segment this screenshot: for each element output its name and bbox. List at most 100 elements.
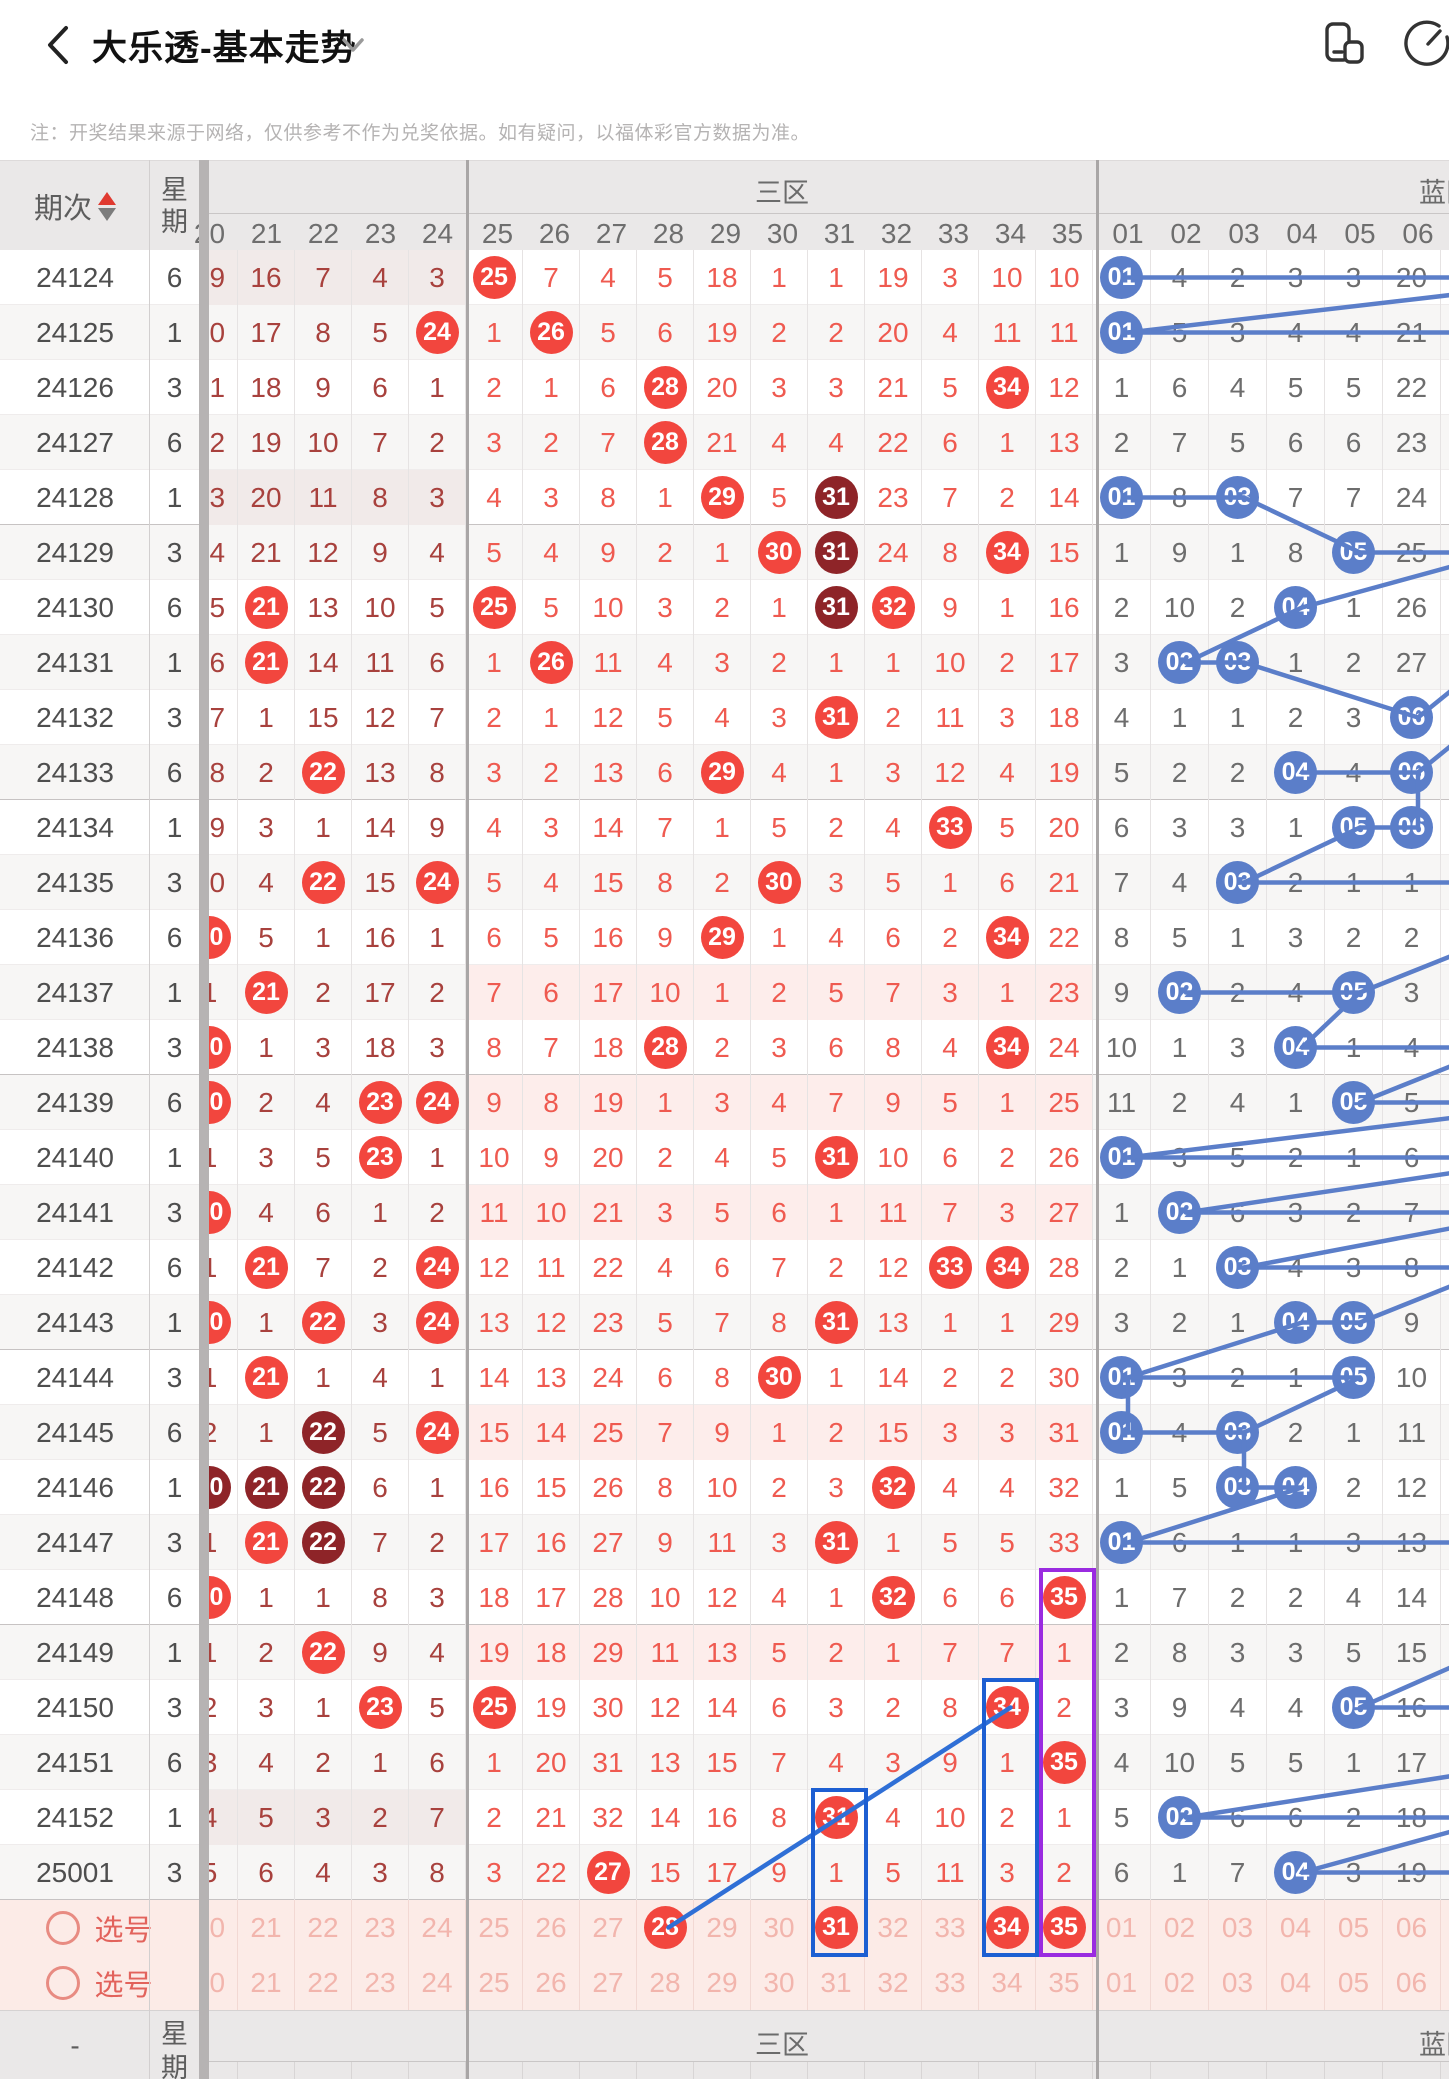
select-number-cell[interactable]: 26 [523, 1955, 580, 2010]
select-number-cell[interactable]: 28 [637, 1900, 694, 1955]
draw-row: 24144 3 1 21 1 4 1 14 13 24 6 8 30 1 14 2 2 30 01 3 2 1 05 10 [0, 1350, 1449, 1405]
select-number-cell[interactable]: 31 [808, 1955, 865, 2010]
zone3-group-label: 三区 [755, 178, 809, 208]
select-number-cell[interactable]: 31 [808, 1900, 865, 1955]
select-number-cell[interactable]: 27 [580, 1955, 637, 2010]
column-header-blue-01: 01 [1112, 218, 1144, 249]
miss-cell: 5 [922, 1515, 979, 1570]
sort-toggle[interactable] [98, 191, 116, 221]
draw-row: 24149 1 1 2 22 9 4 19 18 29 11 13 5 2 1 7 7 1 2 8 3 3 5 15 [0, 1625, 1449, 1680]
column-header-32: 32 [880, 218, 913, 249]
blue-miss-cell: 5 [1267, 1735, 1325, 1790]
week-cell: 1 [166, 316, 183, 348]
select-number-cell[interactable]: 30 [751, 1900, 808, 1955]
front-hit-ball: 25 [472, 586, 516, 629]
select-blue-cell[interactable]: 06 [1383, 1955, 1441, 2010]
week-cell: 1 [166, 481, 183, 513]
select-number-cell[interactable]: 35 [1036, 1955, 1093, 2010]
blue-miss-cell: 1 [1325, 580, 1383, 635]
blue-hit-ball: 04 [1274, 751, 1317, 794]
selected-number-ball[interactable]: 35 [1042, 1906, 1086, 1949]
selected-number-ball[interactable]: 28 [643, 1906, 687, 1949]
select-blue-cell[interactable]: 05 [1325, 1955, 1383, 2010]
miss-cell: 31 [808, 580, 865, 635]
select-number-cell[interactable]: 33 [922, 1900, 979, 1955]
select-number-cell[interactable]: 28 [637, 1955, 694, 2010]
select-number-cell[interactable]: 20 [209, 1900, 238, 1955]
front-hit-ball: 20 [209, 916, 231, 959]
miss-cell: 19 [1036, 745, 1093, 800]
select-number-cell[interactable]: 20 [209, 1955, 238, 2010]
blue-miss-cell: 2 [1093, 1625, 1151, 1680]
miss-cell: 6 [865, 910, 922, 965]
select-number-cell[interactable]: 33 [922, 1955, 979, 2010]
select-number-cell[interactable]: 23 [352, 1900, 409, 1955]
miss-cell: 8 [637, 855, 694, 910]
selected-number-ball[interactable]: 31 [814, 1906, 858, 1949]
select-number-cell[interactable]: 21 [238, 1955, 295, 2010]
select-blue-cell[interactable]: 03 [1209, 1955, 1267, 2010]
week-cell: 1 [166, 1801, 183, 1833]
blue-miss-cell: 3 [1209, 305, 1267, 360]
select-number-cell[interactable]: 34 [979, 1955, 1036, 2010]
select-number-cell[interactable]: 25 [466, 1955, 523, 2010]
blue-hit-ball: 03 [1216, 1466, 1259, 1509]
select-blue-cell[interactable]: 05 [1325, 1900, 1383, 1955]
select-number-cell[interactable]: 29 [694, 1955, 751, 2010]
select-blue-cell[interactable]: 02 [1151, 1900, 1209, 1955]
select-blue-cell[interactable]: 04 [1267, 1955, 1325, 2010]
miss-cell: 8 [409, 745, 466, 800]
miss-cell: 5 [466, 525, 523, 580]
blue-hit-ball: 05 [1332, 1686, 1375, 1729]
select-number-cell[interactable]: 26 [523, 1900, 580, 1955]
select-number-cell[interactable]: 21 [238, 1900, 295, 1955]
select-blue-cell[interactable]: 04 [1267, 1900, 1325, 1955]
select-number-cell[interactable]: 29 [694, 1900, 751, 1955]
select-number-cell[interactable]: 34 [979, 1900, 1036, 1955]
select-blue-cell[interactable]: 03 [1209, 1900, 1267, 1955]
front-hit-ball: 34 [985, 366, 1029, 409]
blue-miss-cell: 1 [1383, 855, 1441, 910]
selection-radio[interactable] [46, 1910, 81, 1945]
miss-cell: 21 [865, 360, 922, 415]
miss-cell: 4 [808, 1735, 865, 1790]
select-blue-cell[interactable]: 06 [1383, 1900, 1441, 1955]
select-number-cell[interactable]: 30 [751, 1955, 808, 2010]
select-blue-cell[interactable]: 02 [1151, 1955, 1209, 2010]
miss-cell: 15 [523, 1460, 580, 1515]
blue-hit-ball: 01 [1100, 476, 1143, 519]
chevron-down-icon[interactable] [338, 32, 368, 58]
dashboard-icon[interactable] [1402, 18, 1449, 70]
select-number-cell[interactable]: 27 [580, 1900, 637, 1955]
select-number-cell[interactable]: 23 [352, 1955, 409, 2010]
miss-cell: 4 [209, 1790, 238, 1845]
miss-cell: 21 [238, 525, 295, 580]
miss-cell: 2 [751, 965, 808, 1020]
select-number-cell[interactable]: 24 [409, 1955, 466, 2010]
landscape-switch-icon[interactable] [1318, 18, 1370, 70]
select-number-cell[interactable]: 22 [295, 1955, 352, 2010]
select-number-cell[interactable]: 24 [409, 1900, 466, 1955]
selected-number-ball[interactable]: 34 [985, 1906, 1029, 1949]
front-hit-ball: 29 [700, 751, 744, 794]
back-icon[interactable] [38, 22, 78, 68]
draw-row: 24133 6 2822213832136294131241952204406 [0, 745, 1449, 800]
select-number-cell[interactable]: 22 [295, 1900, 352, 1955]
blue-miss-cell: 1 [1267, 635, 1325, 690]
select-blue-cell[interactable]: 01 [1093, 1900, 1151, 1955]
draw-row: 24151 6 3 4 2 1 6 1 20 31 13 15 7 4 3 9 1 35 4 10 5 5 1 17 [0, 1735, 1449, 1790]
select-number-cell[interactable]: 25 [466, 1900, 523, 1955]
select-number-cell[interactable]: 32 [865, 1900, 922, 1955]
miss-cell: 26 [209, 635, 238, 690]
front-hit-ball: 34 [985, 916, 1029, 959]
select-number-cell[interactable]: 32 [865, 1955, 922, 2010]
selection-radio[interactable] [46, 1965, 81, 2000]
miss-cell: 31 [808, 1790, 865, 1845]
blue-group-label: 蓝区 [1419, 178, 1449, 208]
miss-cell: 1 [466, 305, 523, 360]
miss-cell: 6 [580, 360, 637, 415]
miss-cell: 1 [466, 1735, 523, 1790]
miss-cell: 5 [979, 1515, 1036, 1570]
select-number-cell[interactable]: 35 [1036, 1900, 1093, 1955]
select-blue-cell[interactable]: 01 [1093, 1955, 1151, 2010]
